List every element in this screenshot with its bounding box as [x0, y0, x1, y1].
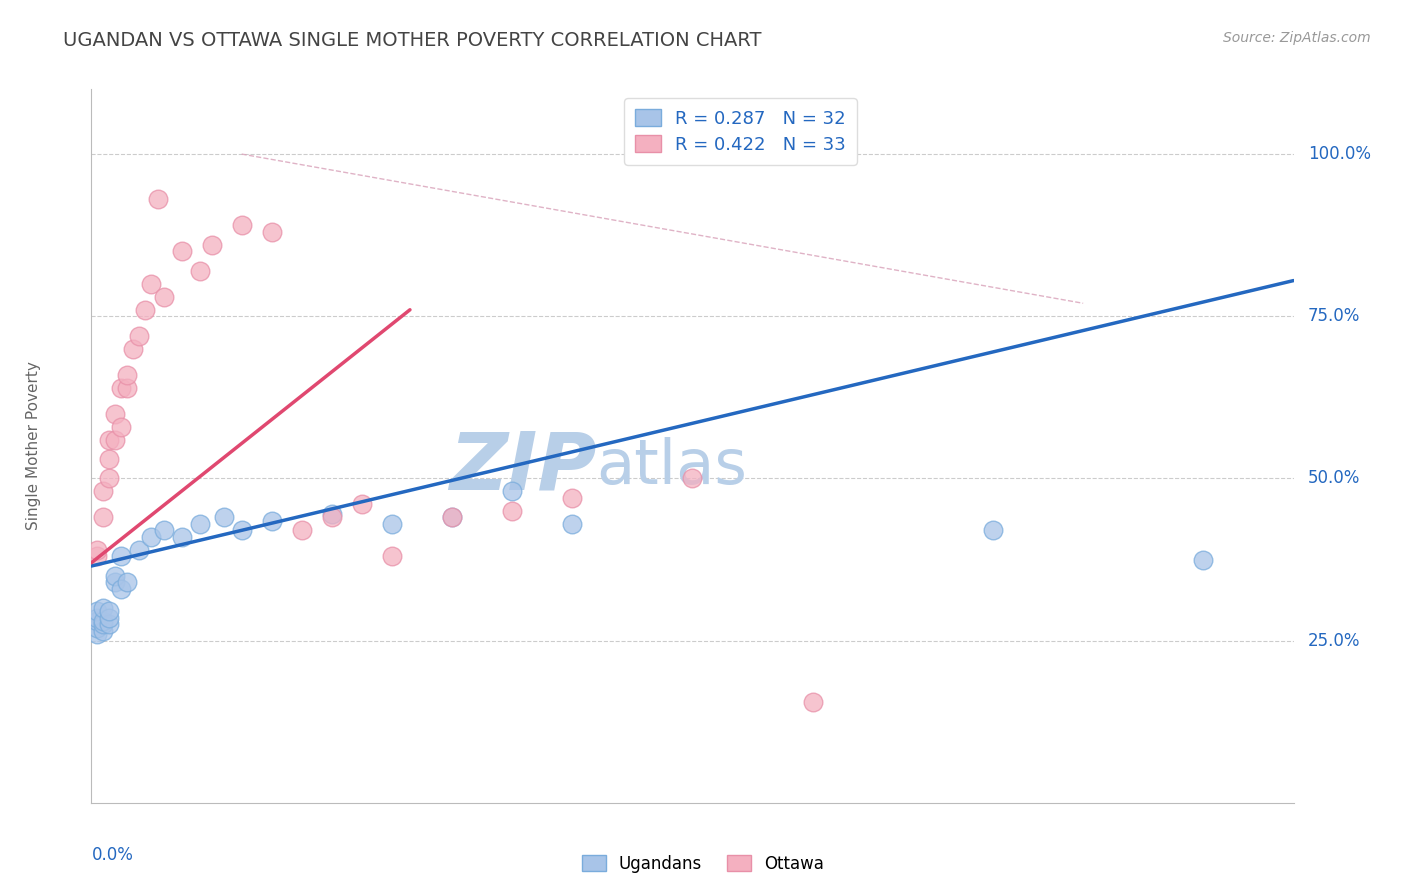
Point	[321, 510, 343, 524]
Point	[98, 604, 121, 618]
Point	[110, 419, 132, 434]
Point	[98, 452, 121, 467]
Point	[93, 601, 115, 615]
Point	[231, 524, 253, 538]
Point	[128, 542, 150, 557]
Text: Single Mother Poverty: Single Mother Poverty	[27, 361, 41, 531]
Legend: R = 0.287   N = 32, R = 0.422   N = 33: R = 0.287 N = 32, R = 0.422 N = 33	[624, 98, 856, 165]
Point	[201, 238, 224, 252]
Point	[93, 617, 115, 632]
Text: Source: ZipAtlas.com: Source: ZipAtlas.com	[1223, 31, 1371, 45]
Point	[98, 471, 121, 485]
Point	[440, 510, 463, 524]
Point	[110, 381, 132, 395]
Point	[152, 290, 174, 304]
Point	[110, 549, 132, 564]
Point	[128, 328, 150, 343]
Text: 75.0%: 75.0%	[1308, 307, 1361, 326]
Point	[110, 582, 132, 596]
Point	[93, 484, 115, 499]
Point	[561, 491, 583, 505]
Point	[681, 471, 703, 485]
Point	[501, 484, 523, 499]
Point	[86, 542, 108, 557]
Point	[260, 514, 283, 528]
Point	[86, 614, 108, 628]
Point	[93, 614, 115, 628]
Point	[170, 530, 193, 544]
Point	[981, 524, 1004, 538]
Point	[134, 302, 156, 317]
Point	[350, 497, 373, 511]
Point	[104, 407, 127, 421]
Point	[141, 277, 163, 291]
Point	[86, 604, 108, 618]
Point	[104, 433, 127, 447]
Point	[86, 611, 108, 625]
Point	[188, 516, 211, 531]
Point	[93, 510, 115, 524]
Point	[381, 516, 404, 531]
Point	[440, 510, 463, 524]
Point	[146, 193, 169, 207]
Point	[212, 510, 235, 524]
Legend: Ugandans, Ottawa: Ugandans, Ottawa	[575, 848, 831, 880]
Point	[321, 507, 343, 521]
Point	[117, 575, 139, 590]
Point	[98, 611, 121, 625]
Text: 100.0%: 100.0%	[1308, 145, 1371, 163]
Text: ZIP: ZIP	[449, 428, 596, 507]
Point	[231, 219, 253, 233]
Point	[170, 244, 193, 259]
Point	[117, 368, 139, 382]
Point	[122, 342, 145, 356]
Point	[1192, 552, 1215, 566]
Text: 50.0%: 50.0%	[1308, 469, 1361, 487]
Point	[117, 381, 139, 395]
Point	[801, 695, 824, 709]
Point	[86, 549, 108, 564]
Point	[501, 504, 523, 518]
Point	[98, 617, 121, 632]
Text: 0.0%: 0.0%	[91, 846, 134, 863]
Point	[141, 530, 163, 544]
Point	[86, 627, 108, 641]
Text: 25.0%: 25.0%	[1308, 632, 1361, 649]
Point	[381, 549, 404, 564]
Text: atlas: atlas	[596, 437, 747, 498]
Point	[98, 433, 121, 447]
Point	[260, 225, 283, 239]
Point	[86, 621, 108, 635]
Text: UGANDAN VS OTTAWA SINGLE MOTHER POVERTY CORRELATION CHART: UGANDAN VS OTTAWA SINGLE MOTHER POVERTY …	[63, 31, 762, 50]
Point	[104, 568, 127, 582]
Point	[104, 575, 127, 590]
Point	[152, 524, 174, 538]
Point	[188, 264, 211, 278]
Point	[561, 516, 583, 531]
Point	[93, 624, 115, 638]
Point	[291, 524, 314, 538]
